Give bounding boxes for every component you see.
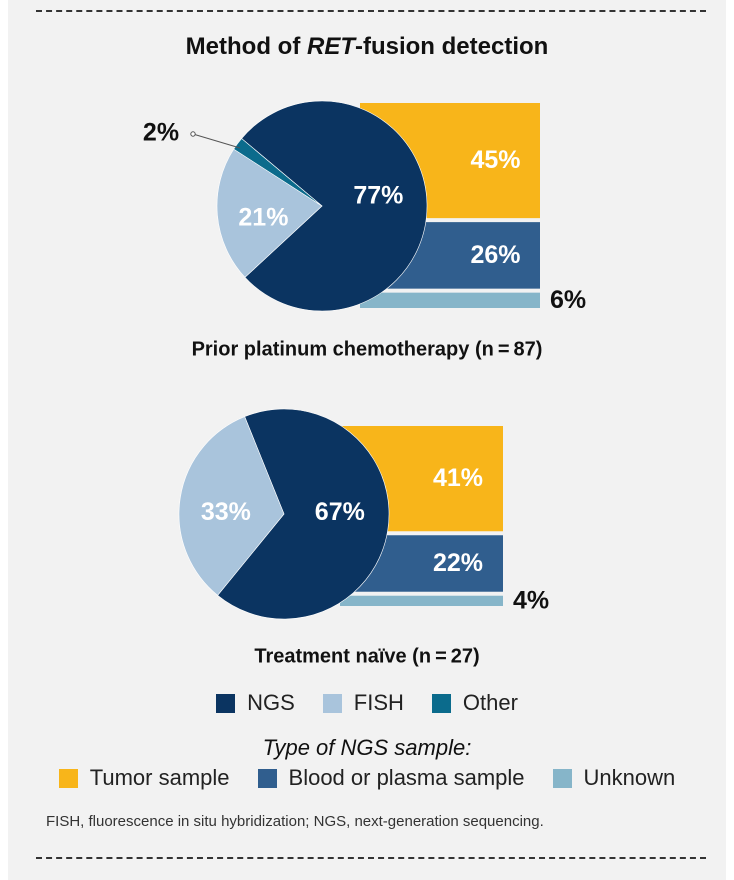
footnote: FISH, fluorescence in situ hybridization… bbox=[46, 813, 544, 830]
legend-label-other: Other bbox=[462, 690, 518, 715]
bottom-divider bbox=[36, 857, 706, 859]
chart-1-leader-line bbox=[192, 133, 241, 149]
legend-sample-title: Type of NGS sample: bbox=[262, 735, 472, 760]
method-legend: NGS FISH Other bbox=[0, 690, 734, 716]
legend-swatch-unknown bbox=[552, 768, 572, 788]
legend-label-fish: FISH bbox=[353, 690, 404, 715]
chart-2-bar-label-unknown: 4% bbox=[513, 586, 549, 614]
chart-1-title: Prior platinum chemotherapy (n = 87) bbox=[192, 338, 543, 360]
chart-1-slice-fish bbox=[216, 148, 323, 278]
chart-1-slice-label-other: 2% bbox=[143, 119, 179, 147]
legend-label-blood: Blood or plasma sample bbox=[288, 765, 525, 790]
chart-2-slice-label-ngs: 67% bbox=[315, 498, 365, 526]
legend-label-ngs: NGS bbox=[247, 690, 295, 715]
title-prefix: Method of bbox=[185, 33, 307, 60]
legend-item-other: Other bbox=[431, 690, 518, 716]
chart-1-slice-label-ngs: 77% bbox=[353, 181, 403, 209]
legend-item-fish: FISH bbox=[322, 690, 404, 716]
figure-title: Method of RET-fusion detection bbox=[0, 33, 734, 61]
legend-swatch-tumor bbox=[58, 768, 78, 788]
legend-swatch-blood bbox=[257, 768, 277, 788]
chart-1-slice-label-fish: 21% bbox=[238, 204, 288, 232]
chart-2-slice-fish bbox=[178, 416, 285, 596]
chart-2-bar-unknown bbox=[340, 595, 503, 606]
legend-swatch-other bbox=[431, 693, 451, 713]
chart-1-bar-label-blood: 26% bbox=[470, 241, 520, 269]
legend-label-tumor: Tumor sample bbox=[89, 765, 230, 790]
chart-1-leader-dot bbox=[190, 131, 196, 137]
chart-1-bar-unknown bbox=[360, 292, 540, 308]
legend-label-unknown: Unknown bbox=[583, 765, 676, 790]
chart-2-slice-label-fish: 33% bbox=[201, 498, 251, 526]
chart-2-bar-label-tumor: 41% bbox=[433, 464, 483, 492]
pie-charts: 45% 26% 6% 77% 21% 2% Prior platinum chemother… bbox=[143, 100, 586, 667]
sample-legend: Tumor sample Blood or plasma sample Unknow… bbox=[0, 765, 734, 791]
chart-2-bar-label-blood: 22% bbox=[433, 549, 483, 577]
legend-item-tumor: Tumor sample bbox=[58, 765, 230, 791]
chart-1-bar-label-unknown: 6% bbox=[550, 286, 586, 314]
legend-swatch-fish bbox=[322, 693, 342, 713]
legend-item-blood: Blood or plasma sample bbox=[257, 765, 525, 791]
legend-item-unknown: Unknown bbox=[552, 765, 676, 791]
title-italic: RET bbox=[306, 33, 355, 60]
chart-2-title: Treatment naïve (n = 27) bbox=[254, 645, 479, 667]
chart-2-slice-ngs bbox=[217, 408, 390, 620]
title-suffix: -fusion detection bbox=[354, 33, 549, 60]
top-divider bbox=[36, 10, 706, 12]
chart-1-slice-ngs bbox=[241, 100, 428, 312]
legend-item-ngs: NGS bbox=[216, 690, 295, 716]
chart-1-bar-label-tumor: 45% bbox=[470, 146, 520, 174]
legend-swatch-ngs bbox=[216, 693, 236, 713]
chart-1-slice-other bbox=[233, 138, 323, 207]
